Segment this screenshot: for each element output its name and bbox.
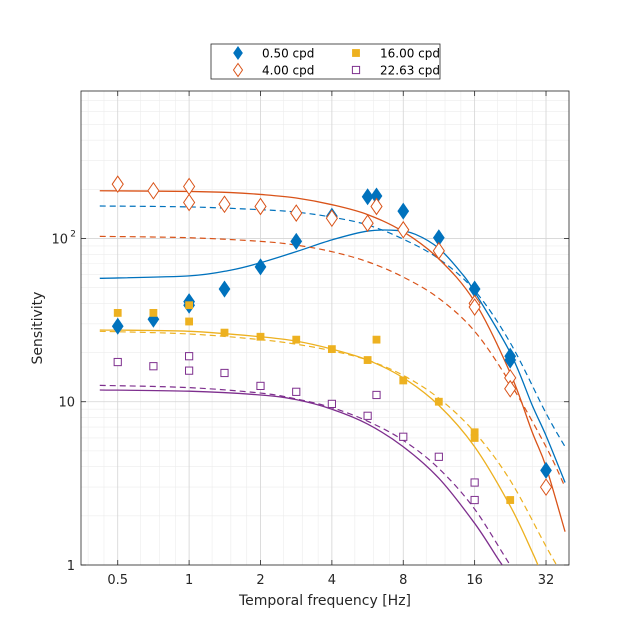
fit-line-solid-series-3 — [99, 389, 503, 565]
data-point-series-3 — [434, 452, 443, 461]
x-tick-labels: 0.5 1 2 4 8 16 32 — [107, 573, 554, 588]
data-point-series-1 — [218, 195, 231, 214]
y-axis-label: Sensitivity — [30, 292, 46, 365]
data-point-series-1 — [397, 220, 410, 239]
legend-label-series-3: 22.63 cpd — [380, 64, 440, 78]
fit-line-dashed-series-2 — [99, 330, 558, 565]
data-point-series-2 — [185, 317, 194, 326]
fit-line-solid-series-1 — [99, 190, 566, 532]
legend-box — [210, 43, 441, 80]
y-tick-label: 10 — [51, 232, 68, 247]
x-tick-label: 8 — [399, 573, 407, 588]
data-point-series-2 — [292, 335, 301, 344]
data-point-series-2 — [434, 397, 443, 406]
x-tick-label: 1 — [185, 573, 193, 588]
data-point-series-0 — [504, 351, 517, 369]
fit-line-dashed-series-3 — [99, 384, 511, 565]
data-point-series-3 — [256, 381, 265, 391]
data-point-series-1 — [361, 214, 374, 233]
data-point-series-0 — [254, 258, 267, 276]
data-point-series-1 — [504, 379, 517, 398]
data-point-series-2 — [220, 328, 229, 337]
data-points — [111, 175, 553, 505]
x-tick-label: 4 — [328, 573, 336, 588]
legend-label-series-2: 16.00 cpd — [380, 47, 440, 61]
data-point-series-2 — [399, 376, 408, 385]
x-axis-label: Temporal frequency [Hz] — [238, 593, 411, 609]
data-point-series-2 — [149, 308, 158, 317]
y-tick-label: 1 — [67, 559, 75, 574]
y-tick-label: 10 — [58, 396, 75, 411]
y-tick-label-exponent: 2 — [70, 229, 76, 239]
data-point-series-2 — [256, 332, 265, 341]
plot-area-frame — [80, 90, 570, 566]
legend-marker-series-3 — [351, 65, 361, 75]
data-point-series-3 — [327, 399, 336, 408]
data-point-series-2 — [372, 335, 381, 344]
data-point-series-3 — [149, 362, 158, 371]
data-point-series-1 — [183, 193, 196, 212]
data-point-series-1 — [290, 204, 303, 222]
data-point-series-1 — [111, 175, 124, 194]
data-point-series-3 — [470, 495, 479, 505]
fit-line-solid-series-2 — [99, 329, 539, 565]
data-point-series-2 — [185, 301, 194, 310]
data-point-series-1 — [468, 298, 481, 316]
data-point-series-3 — [363, 411, 372, 420]
data-point-series-3 — [292, 387, 301, 396]
data-point-series-1 — [539, 478, 553, 496]
legend-marker-series-2 — [352, 49, 360, 57]
data-point-series-1 — [370, 197, 383, 216]
data-point-series-2 — [506, 496, 515, 504]
data-point-series-3 — [185, 366, 194, 375]
data-point-series-3 — [372, 390, 381, 400]
legend-label-series-0: 0.50 cpd — [262, 47, 314, 61]
data-point-series-2 — [113, 308, 122, 317]
legend-label-series-1: 4.00 cpd — [262, 64, 314, 78]
data-point-series-0 — [397, 202, 410, 220]
data-point-series-0 — [361, 188, 374, 206]
data-point-series-2 — [470, 434, 479, 442]
data-point-series-0 — [290, 232, 303, 250]
data-point-series-1 — [254, 197, 267, 216]
x-tick-label: 2 — [256, 573, 264, 588]
data-point-series-1 — [325, 209, 338, 228]
axis-ticks — [81, 91, 569, 566]
data-point-series-2 — [327, 345, 336, 354]
data-point-series-1 — [147, 181, 160, 200]
x-tick-label: 32 — [538, 573, 555, 588]
legend-marker-series-0 — [233, 45, 243, 61]
data-point-series-3 — [220, 368, 229, 378]
data-point-series-0 — [218, 280, 231, 298]
data-point-series-0 — [111, 317, 124, 335]
legend: 0.50 cpd 4.00 cpd 16.00 cpd 22.63 cpd — [210, 43, 441, 80]
data-point-series-1 — [432, 241, 445, 260]
data-point-series-3 — [399, 432, 408, 441]
x-tick-label: 0.5 — [107, 573, 128, 588]
major-grid — [81, 91, 569, 566]
data-point-series-3 — [113, 357, 122, 367]
data-point-series-2 — [363, 356, 372, 364]
x-tick-label: 16 — [466, 573, 483, 588]
data-point-series-3 — [470, 478, 479, 487]
legend-marker-series-1 — [232, 62, 244, 78]
data-point-series-3 — [185, 352, 194, 361]
